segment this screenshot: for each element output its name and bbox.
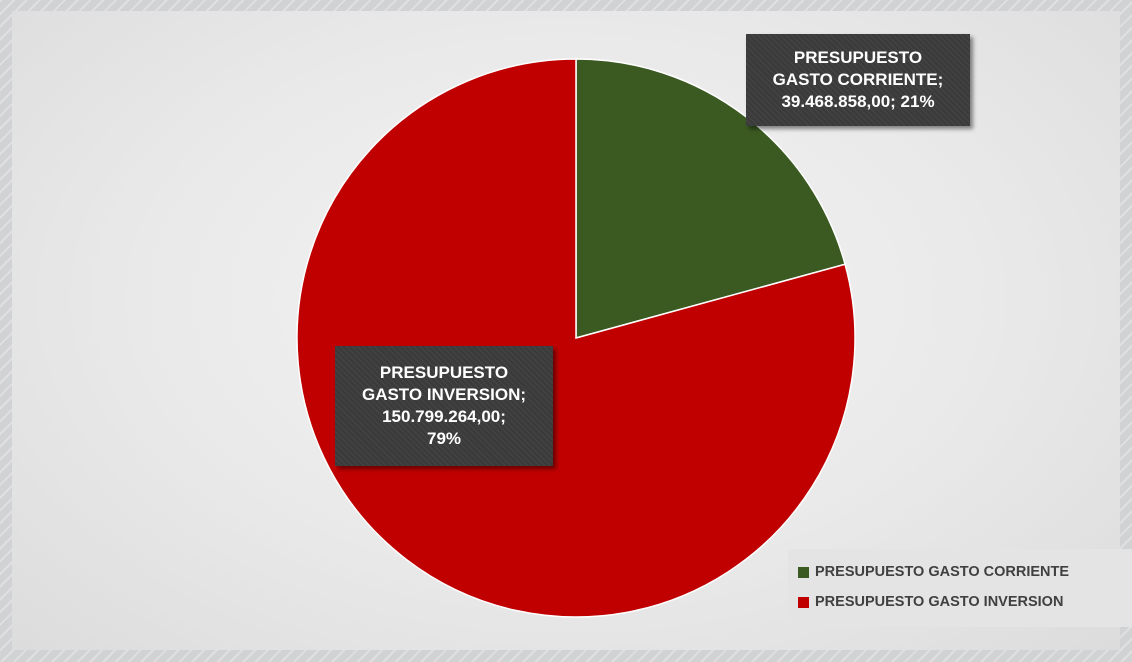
legend-label: PRESUPUESTO GASTO INVERSION xyxy=(815,594,1063,610)
data-label-line: 39.468.858,00; 21% xyxy=(752,91,964,113)
data-label-line: 79% xyxy=(341,428,547,450)
data-label-line: PRESUPUESTO xyxy=(752,47,964,69)
legend-item-gasto-corriente: PRESUPUESTO GASTO CORRIENTE xyxy=(798,557,1132,587)
data-label-gasto-corriente: PRESUPUESTO GASTO CORRIENTE; 39.468.858,… xyxy=(746,34,970,126)
data-label-line: 150.799.264,00; xyxy=(341,406,547,428)
data-label-line: PRESUPUESTO xyxy=(341,362,547,384)
data-label-line: GASTO INVERSION; xyxy=(341,384,547,406)
legend-label: PRESUPUESTO GASTO CORRIENTE xyxy=(815,564,1069,580)
legend-swatch xyxy=(798,597,809,608)
data-label-gasto-inversion: PRESUPUESTO GASTO INVERSION; 150.799.264… xyxy=(335,346,553,466)
legend-swatch xyxy=(798,567,809,578)
legend: PRESUPUESTO GASTO CORRIENTE PRESUPUESTO … xyxy=(788,549,1132,627)
legend-item-gasto-inversion: PRESUPUESTO GASTO INVERSION xyxy=(798,587,1132,617)
data-label-line: GASTO CORRIENTE; xyxy=(752,69,964,91)
